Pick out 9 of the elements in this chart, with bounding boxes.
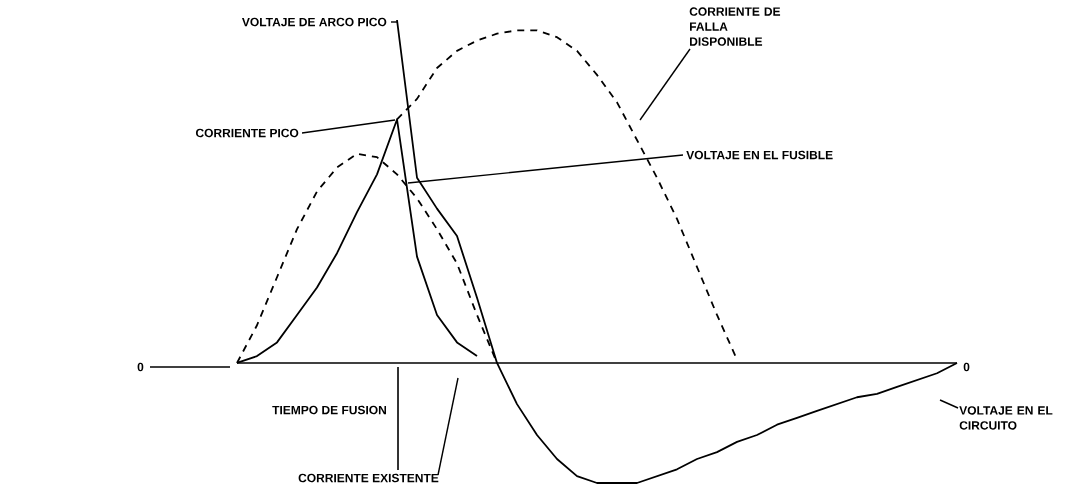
annotation: CORRIENTE DE FALLA DISPONIBLE bbox=[689, 7, 781, 46]
annotation: VOLTAJE DE ARCO PICO bbox=[241, 17, 387, 27]
text: VOLTAJE EN EL CIRCUITO bbox=[959, 406, 1053, 430]
text: 0 bbox=[963, 362, 970, 372]
annotation: CORRIENTE PICO bbox=[195, 128, 299, 138]
annotation: VOLTAJE EN EL FUSIBLE bbox=[686, 150, 833, 160]
annotation: TIEMPO DE FUSION bbox=[272, 405, 386, 415]
annotation: CORRIENTE EXISTENTE bbox=[298, 473, 439, 483]
text: 0 bbox=[137, 362, 144, 372]
